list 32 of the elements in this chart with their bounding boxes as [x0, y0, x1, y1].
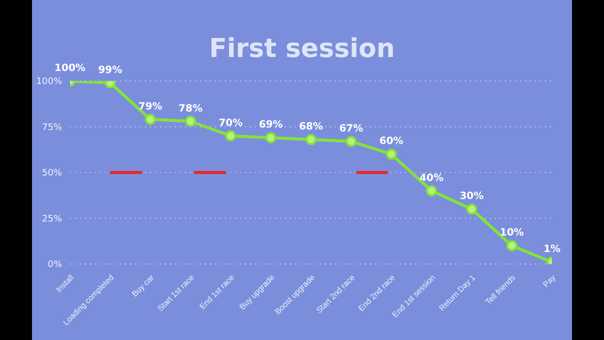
point — [265, 132, 276, 144]
point — [506, 240, 518, 252]
point — [466, 204, 478, 215]
data-label: 78% — [178, 103, 202, 114]
x-tick-label: Pay — [541, 273, 558, 290]
data-label: 60% — [379, 136, 404, 148]
point — [306, 134, 316, 146]
y-tick-label: 100% — [36, 77, 62, 88]
point — [346, 136, 357, 147]
data-label: 79% — [138, 101, 162, 112]
data-label: 10% — [500, 228, 524, 239]
chart-title: First session — [208, 34, 396, 64]
y-tick-label: 0% — [48, 260, 62, 270]
data-label: 40% — [420, 172, 444, 184]
data-label: 70% — [218, 118, 243, 129]
data-label: 69% — [258, 120, 283, 131]
point — [185, 116, 196, 127]
x-tick-label: End 1st race — [198, 272, 236, 312]
point — [144, 114, 156, 125]
data-label: 30% — [460, 191, 484, 202]
y-tick-label: 25% — [42, 214, 62, 224]
data-label: 99% — [98, 64, 122, 76]
data-label: 100% — [54, 63, 86, 74]
y-tick-label: 75% — [42, 122, 62, 133]
x-tick-label: Buy car — [130, 272, 156, 299]
data-label: 68% — [299, 122, 323, 133]
data-label: 1% — [544, 244, 560, 256]
point — [386, 148, 397, 160]
point — [225, 130, 236, 142]
data-label: 67% — [339, 123, 364, 134]
y-tick-label: 50% — [42, 168, 62, 179]
point — [426, 185, 437, 196]
